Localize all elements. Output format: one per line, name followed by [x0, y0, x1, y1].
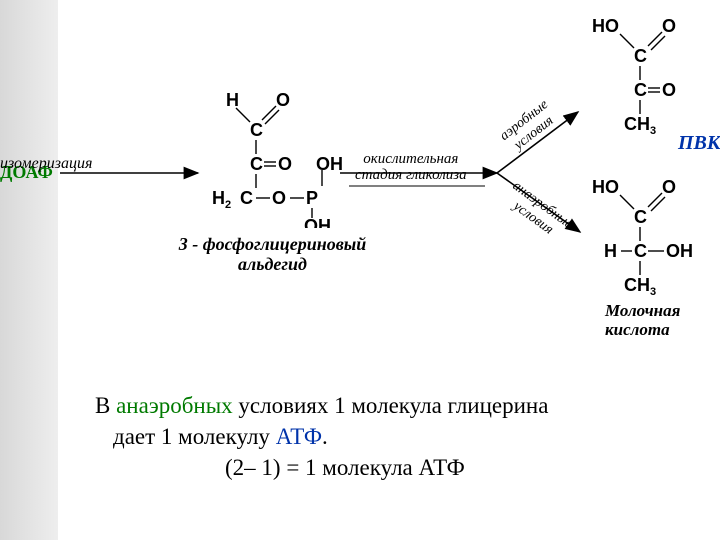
svg-text:O: O: [662, 177, 676, 197]
svg-text:CH3: CH3: [624, 114, 656, 137]
pvk-structure: HO O C C O CH3: [588, 14, 708, 149]
arrow-aerobic: [497, 112, 578, 173]
svg-text:C: C: [240, 188, 253, 208]
svg-text:условия: условия: [510, 113, 557, 154]
svg-text:C: C: [250, 120, 263, 140]
svg-text:O: O: [278, 154, 292, 174]
svg-text:OH: OH: [304, 216, 331, 228]
lactic-svg: HO O C C OH CH3 H: [588, 175, 718, 305]
svg-text:C: C: [634, 241, 647, 261]
svg-text:условия: условия: [509, 198, 556, 238]
svg-text:C: C: [250, 154, 263, 174]
explain-line1: В анаэробных условиях 1 молекула глицери…: [95, 390, 655, 421]
svg-text:C: C: [634, 46, 647, 66]
svg-text:H: H: [604, 241, 617, 261]
svg-text:HO: HO: [592, 16, 619, 36]
sidebar-gradient: [0, 0, 58, 540]
svg-text:C: C: [634, 207, 647, 227]
t-p1a: В: [95, 393, 116, 418]
aerobic-text-group: аэробные условия: [497, 97, 561, 156]
svg-text:P: P: [306, 188, 318, 208]
explanation-text: В анаэробных условиях 1 молекула глицери…: [95, 390, 655, 483]
t-p2a: дает 1 молекулу: [113, 424, 276, 449]
svg-text:OH: OH: [316, 154, 343, 174]
svg-text:анаэробные: анаэробные: [510, 178, 576, 232]
svg-text:O: O: [272, 188, 286, 208]
svg-text:CH3: CH3: [624, 275, 656, 298]
t-p2b: АТФ: [276, 424, 322, 449]
svg-text:O: O: [662, 80, 676, 100]
pga-name-text: 3 - фосфоглицериновыйальдегид: [179, 234, 367, 274]
anaerobic-text-group: анаэробные условия: [500, 178, 575, 245]
svg-text:O: O: [662, 16, 676, 36]
svg-text:H: H: [226, 90, 239, 110]
t-p1c: условиях 1 молекула глицерина: [233, 393, 549, 418]
lactic-structure: HO O C C OH CH3 H: [588, 175, 718, 310]
svg-text:C: C: [634, 80, 647, 100]
explain-line3: (2– 1) = 1 молекула АТФ: [95, 452, 655, 483]
pvk-svg: HO O C C O CH3: [588, 14, 708, 144]
oxidative-stage-label: окислительнаястадия гликолиза: [355, 152, 467, 184]
explain-line2: дает 1 молекулу АТФ.: [95, 421, 655, 452]
arrow-anaerobic: [497, 173, 580, 232]
pga-svg: H O C C O OH H2 C O P OH: [208, 88, 348, 228]
pga-name: 3 - фосфоглицериновыйальдегид: [165, 235, 380, 275]
svg-text:H2: H2: [212, 188, 231, 211]
t-p2c: .: [322, 424, 328, 449]
pvk-label: ПВК: [678, 132, 720, 155]
svg-text:OH: OH: [666, 241, 693, 261]
lactic-label: Молочнаякислота: [605, 302, 680, 339]
svg-text:O: O: [276, 90, 290, 110]
svg-text:аэробные: аэробные: [497, 97, 551, 144]
pga-structure: H O C C O OH H2 C O P OH: [208, 88, 348, 233]
isomerization-label: изомеризация: [0, 155, 92, 173]
svg-text:HO: HO: [592, 177, 619, 197]
t-p1b: анаэробных: [116, 393, 233, 418]
